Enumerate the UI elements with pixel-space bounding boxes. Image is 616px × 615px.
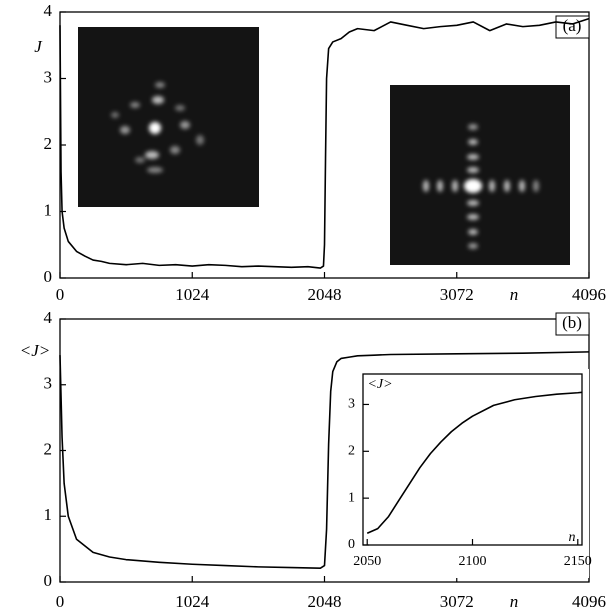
x-tick-label: 4096 bbox=[572, 285, 606, 304]
x-axis-label: n bbox=[510, 592, 519, 611]
x-tick-label: 2048 bbox=[308, 592, 342, 611]
y-tick-label: 1 bbox=[44, 200, 53, 219]
panel-label: (a) bbox=[563, 16, 582, 35]
panel-label: (b) bbox=[562, 313, 582, 332]
y-tick-label: 4 bbox=[44, 308, 53, 327]
data-line bbox=[59, 17, 590, 269]
y-tick-label: 2 bbox=[44, 439, 53, 458]
y-axis-label: J bbox=[34, 37, 43, 56]
panel-label-box bbox=[555, 312, 590, 336]
x-tick-label: 2050 bbox=[353, 554, 381, 569]
x-tick-label: 2150 bbox=[564, 554, 592, 569]
x-tick-label: 3072 bbox=[440, 592, 474, 611]
y-tick-label: 3 bbox=[348, 397, 355, 412]
y-tick-label: 0 bbox=[44, 571, 53, 590]
y-tick-label: 3 bbox=[44, 374, 53, 393]
x-tick-label: 0 bbox=[56, 285, 65, 304]
inset-panel: 2050 2100 2150 0 1 2 3 <J> n bbox=[348, 373, 592, 569]
x-tick-label: 4096 bbox=[572, 592, 606, 611]
y-tick-label: 3 bbox=[44, 67, 53, 86]
diffraction-image-left bbox=[78, 27, 259, 207]
y-axis-label: <J> bbox=[367, 377, 392, 392]
y-tick-label: 0 bbox=[348, 537, 355, 552]
y-tick-label: 2 bbox=[44, 134, 53, 153]
x-tick-label: 1024 bbox=[175, 592, 210, 611]
y-tick-label: 4 bbox=[44, 1, 53, 20]
x-tick-label: 3072 bbox=[440, 285, 474, 304]
panel-b: 0 1024 2048 3072 4096 0 1 2 3 4 <J> n (b) bbox=[20, 308, 606, 611]
y-tick-label: 1 bbox=[44, 505, 53, 524]
diffraction-image-right bbox=[390, 85, 570, 265]
y-tick-label: 0 bbox=[44, 267, 53, 286]
x-axis-label: n bbox=[569, 530, 576, 545]
x-tick-label: 0 bbox=[56, 592, 65, 611]
data-line bbox=[366, 391, 583, 535]
panel-a: 0 1024 2048 3072 4096 0 1 2 3 4Jn (a) bbox=[34, 1, 606, 304]
y-tick-label: 2 bbox=[348, 444, 355, 459]
inset-background bbox=[340, 369, 589, 578]
x-tick-label: 2048 bbox=[308, 285, 342, 304]
x-tick-label: 1024 bbox=[175, 285, 210, 304]
x-tick-label: 2100 bbox=[459, 554, 487, 569]
y-tick-label: 1 bbox=[348, 490, 355, 505]
data-line bbox=[59, 351, 590, 569]
y-axis-label: <J> bbox=[20, 341, 51, 360]
x-axis-label: n bbox=[510, 285, 519, 304]
